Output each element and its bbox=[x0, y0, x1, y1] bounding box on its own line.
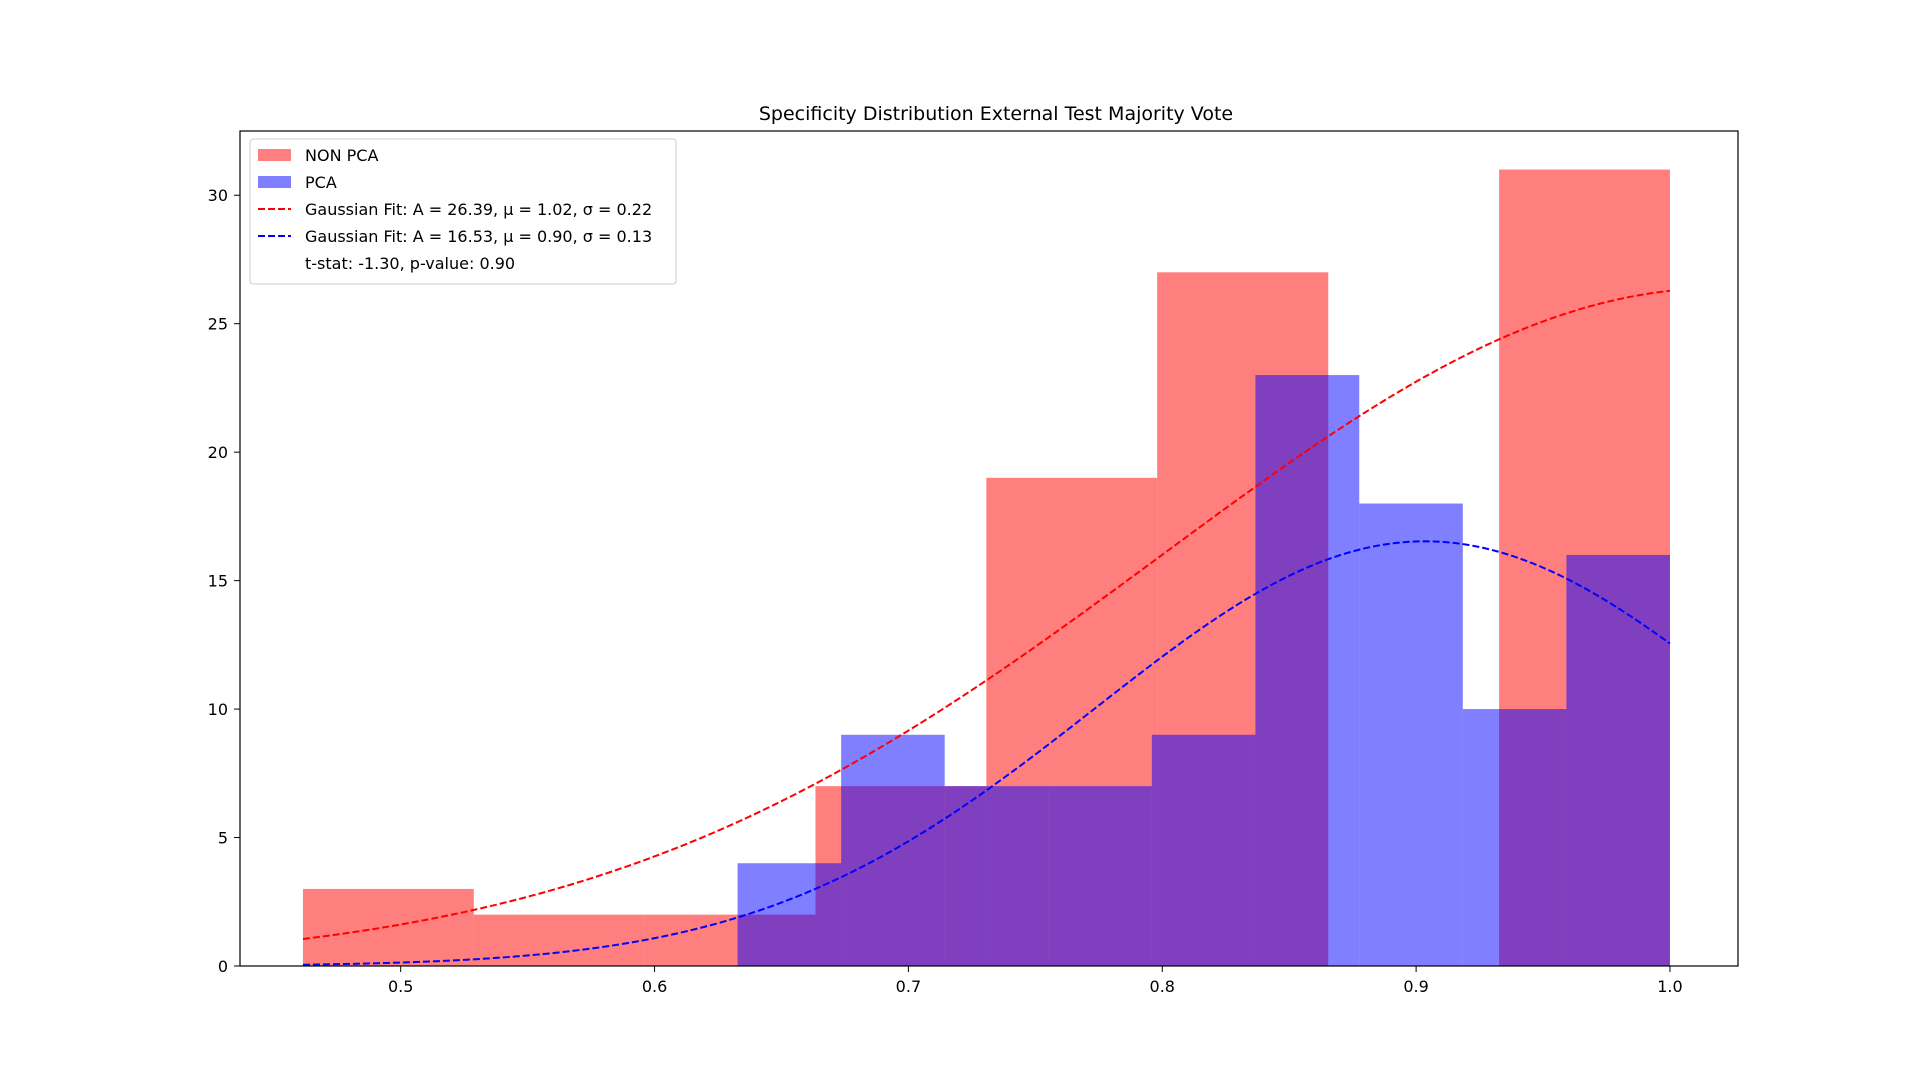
legend: NON PCA PCA Gaussian Fit: A = 26.39, μ = 1… bbox=[249, 138, 677, 285]
y-axis: 0 5 10 15 20 25 30 bbox=[208, 186, 240, 976]
x-tick-label: 0.7 bbox=[896, 977, 921, 996]
y-tick-label: 30 bbox=[208, 186, 228, 205]
histogram-bar bbox=[473, 914, 645, 966]
legend-label: PCA bbox=[305, 173, 337, 192]
x-axis: 0.5 0.6 0.7 0.8 0.9 1.0 bbox=[388, 966, 1683, 996]
histogram-bars bbox=[302, 169, 1670, 967]
y-tick-label: 15 bbox=[208, 572, 228, 591]
histogram-bar bbox=[737, 863, 842, 966]
y-tick-label: 20 bbox=[208, 443, 228, 462]
histogram-bar bbox=[1359, 503, 1463, 966]
gaussian-fit-line bbox=[302, 289, 1671, 940]
histogram-bar bbox=[841, 734, 945, 966]
y-tick-label: 25 bbox=[208, 315, 228, 334]
legend-patch bbox=[258, 149, 291, 161]
histogram-bar bbox=[1255, 375, 1360, 967]
y-tick-label: 0 bbox=[218, 957, 228, 976]
histogram-bar bbox=[944, 786, 1049, 966]
histogram-bar bbox=[1048, 786, 1152, 966]
legend-box bbox=[249, 138, 677, 285]
x-tick-label: 0.6 bbox=[642, 977, 667, 996]
histogram-bar bbox=[1462, 709, 1567, 966]
legend-label: t-stat: -1.30, p-value: 0.90 bbox=[305, 254, 515, 273]
legend-label: Gaussian Fit: A = 16.53, μ = 0.90, σ = 0… bbox=[305, 227, 652, 246]
chart-title: Specificity Distribution External Test M… bbox=[759, 103, 1233, 125]
legend-patch bbox=[258, 176, 291, 188]
x-tick-label: 0.5 bbox=[388, 977, 413, 996]
gaussian-fit-curves bbox=[302, 289, 1671, 966]
plot-frame bbox=[239, 130, 1739, 967]
histogram-bar bbox=[1151, 734, 1256, 966]
legend-label: NON PCA bbox=[305, 146, 378, 165]
x-tick-label: 0.8 bbox=[1150, 977, 1175, 996]
y-tick-label: 10 bbox=[208, 700, 228, 719]
y-tick-label: 5 bbox=[218, 829, 228, 848]
x-tick-label: 0.9 bbox=[1403, 977, 1428, 996]
histogram-bar bbox=[1566, 554, 1670, 966]
legend-label: Gaussian Fit: A = 26.39, μ = 1.02, σ = 0… bbox=[305, 200, 652, 219]
x-tick-label: 1.0 bbox=[1657, 977, 1682, 996]
